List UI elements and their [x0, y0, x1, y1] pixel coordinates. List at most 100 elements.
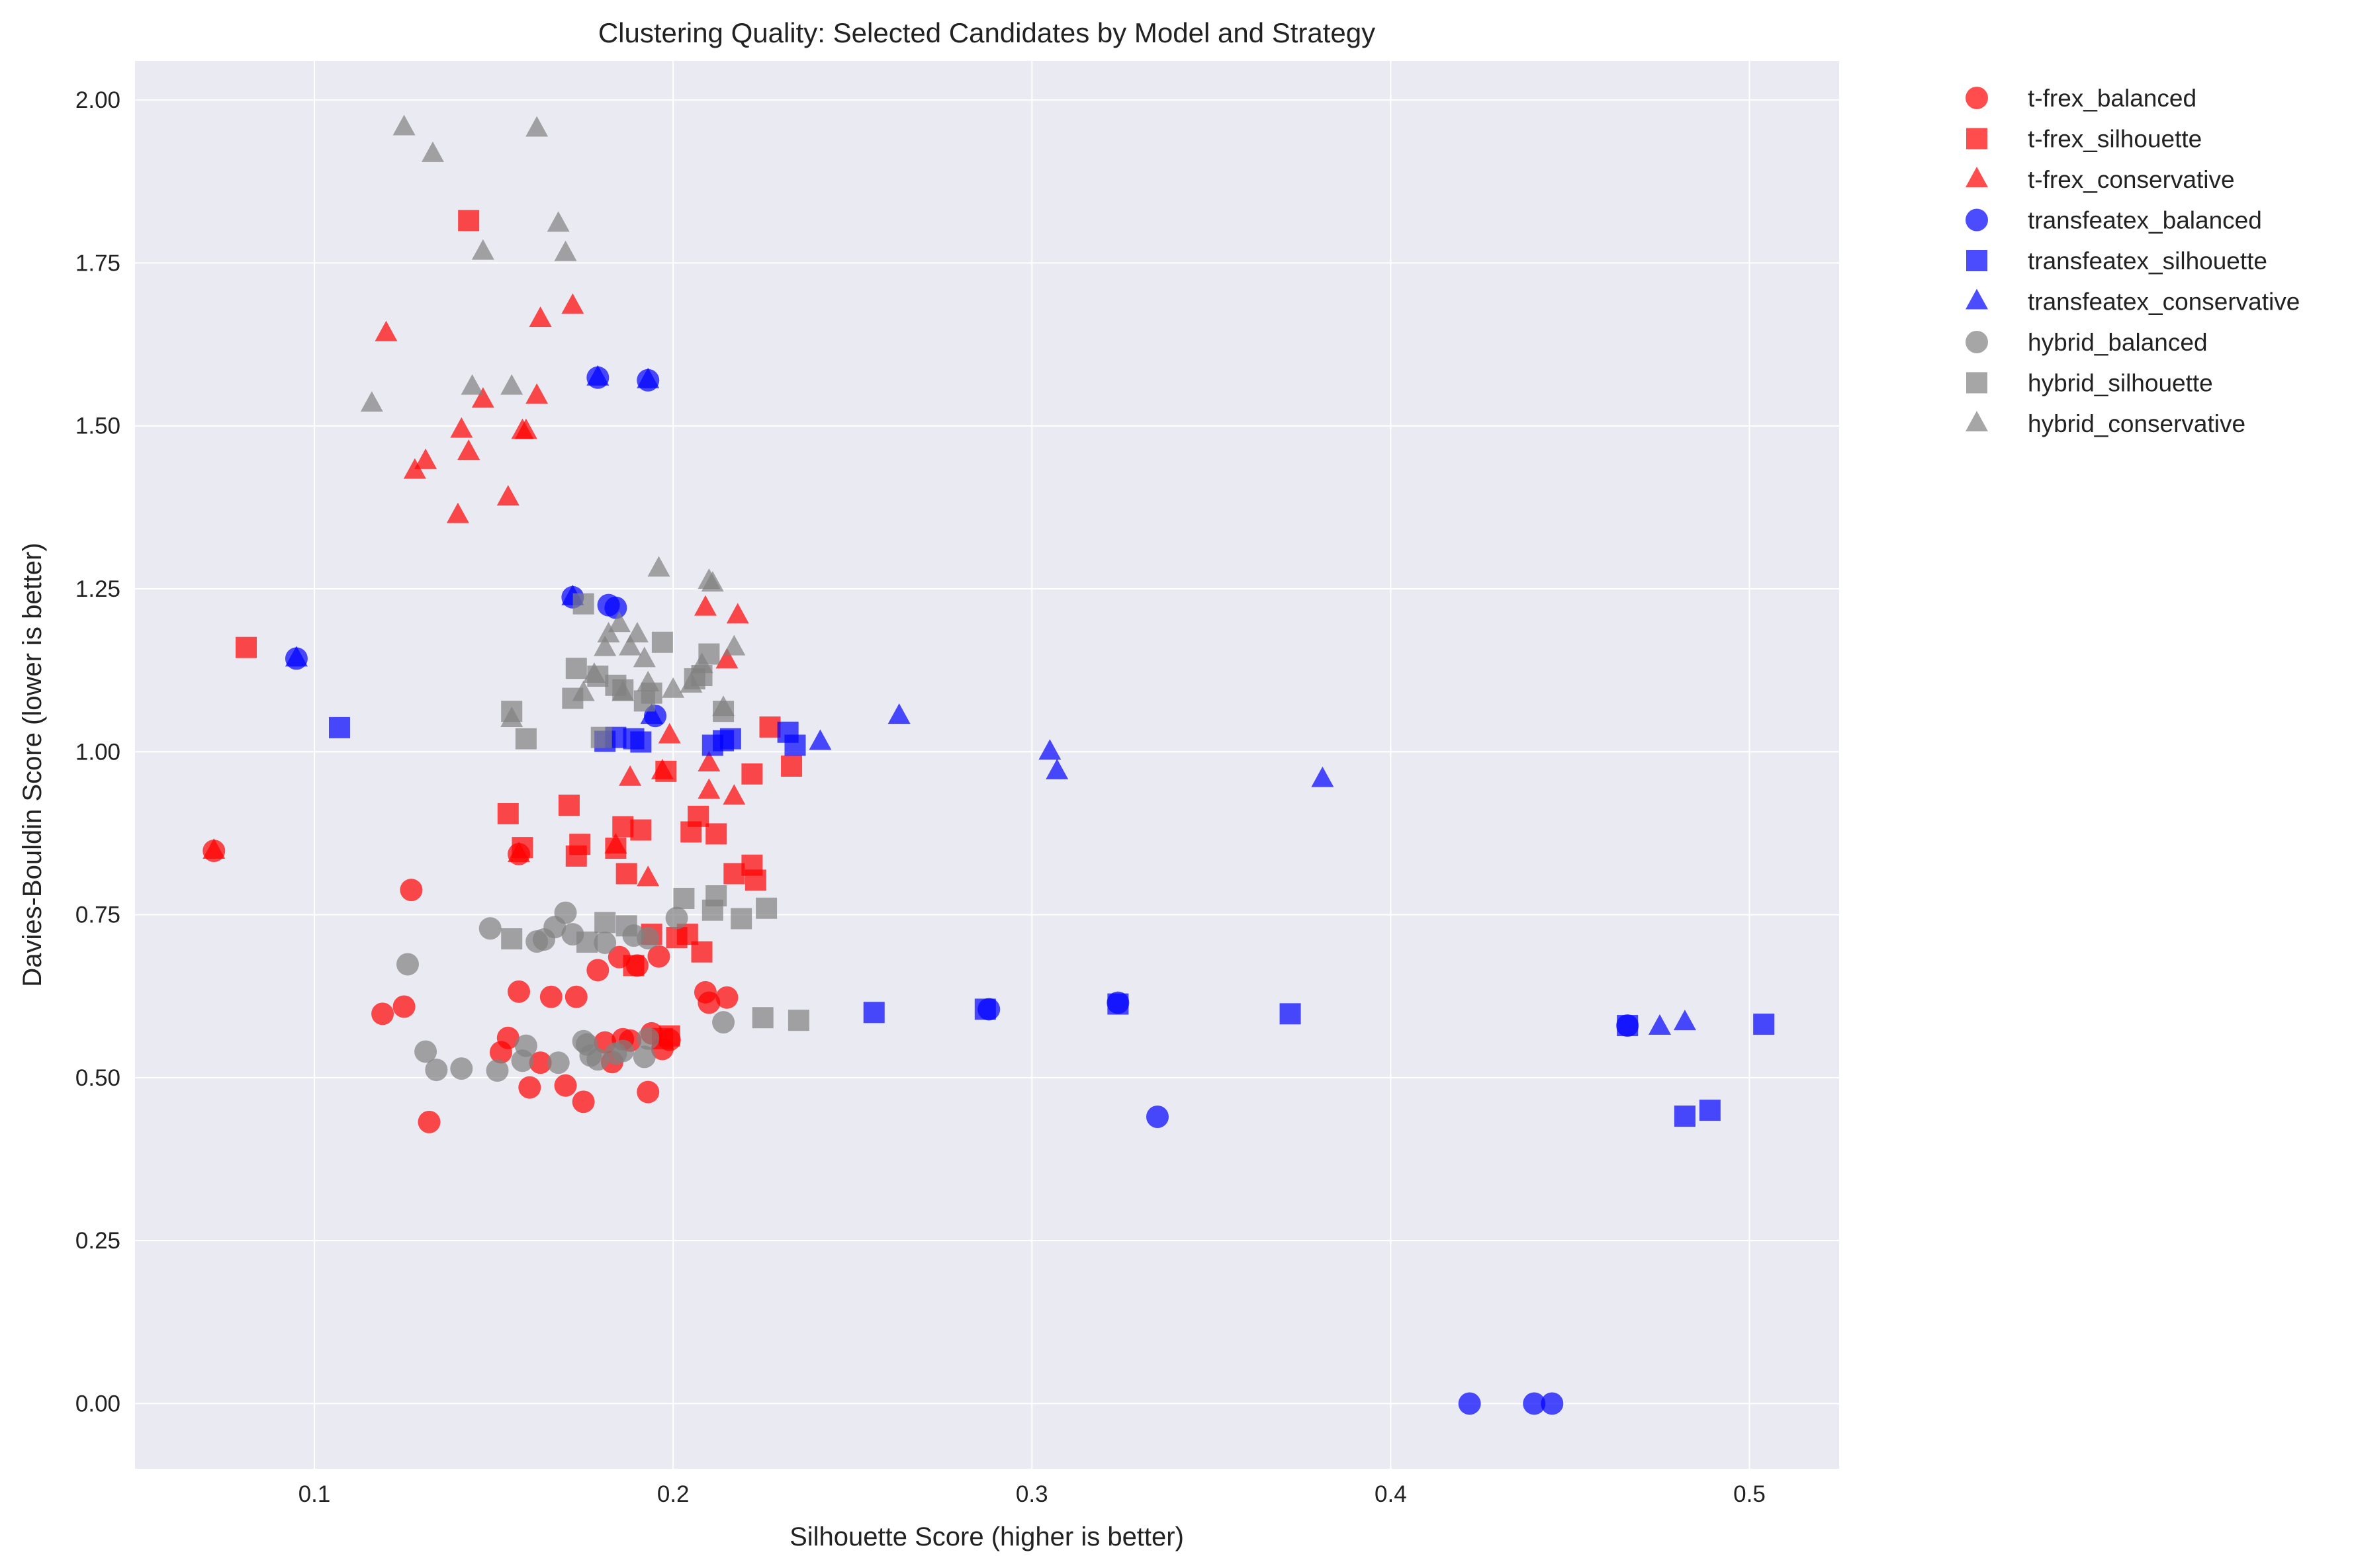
data-point-hybrid_balanced — [637, 1027, 660, 1050]
data-point-transfeatex_conservative — [1311, 766, 1334, 787]
y-axis-label: Davies-Bouldin Score (lower is better) — [18, 543, 47, 986]
legend-label: t-frex_silhouette — [2028, 126, 2202, 153]
data-point-hybrid_balanced — [611, 1039, 635, 1063]
data-point-t-frex_silhouette — [745, 869, 766, 891]
x-axis-ticks: 0.1 0.2 0.3 0.4 0.5 — [298, 1481, 1766, 1507]
data-point-hybrid_silhouette — [673, 887, 695, 909]
data-point-transfeatex_conservative — [1038, 739, 1062, 760]
data-point-hybrid_conservative — [392, 114, 416, 136]
data-point-t-frex_silhouette — [236, 636, 257, 658]
data-point-t-frex_silhouette — [741, 763, 763, 785]
data-point-hybrid_balanced — [554, 901, 577, 924]
data-point-t-frex_balanced — [715, 986, 739, 1009]
data-point-transfeatex_silhouette — [1753, 1014, 1775, 1035]
y-axis-ticks: 0.00 0.25 0.50 0.75 1.00 1.25 1.50 1.75 2.00 — [75, 87, 120, 1416]
data-point-hybrid_conservative — [637, 670, 660, 691]
data-point-hybrid_conservative — [471, 239, 494, 260]
legend-marker-t-frex_silhouette — [1966, 128, 1987, 150]
data-point-transfeatex_balanced — [1458, 1392, 1481, 1415]
legend-item-t-frex_silhouette: t-frex_silhouette — [1966, 126, 2202, 153]
data-point-transfeatex_silhouette — [1699, 1100, 1721, 1121]
x-axis-label: Silhouette Score (higher is better) — [790, 1522, 1184, 1551]
data-point-t-frex_conservative — [561, 293, 584, 314]
data-point-hybrid_conservative — [619, 634, 642, 656]
data-point-transfeatex_silhouette — [1279, 1003, 1301, 1025]
y-tick-label: 0.25 — [75, 1228, 120, 1254]
data-point-hybrid_conservative — [547, 211, 570, 232]
data-point-hybrid_conservative — [690, 652, 713, 674]
data-point-hybrid_silhouette — [615, 915, 637, 937]
data-point-t-frex_balanced — [647, 945, 670, 968]
data-point-transfeatex_conservative — [586, 365, 610, 386]
data-point-transfeatex_silhouette — [1107, 993, 1129, 1015]
data-point-t-frex_balanced — [529, 1051, 552, 1074]
data-point-t-frex_balanced — [572, 1090, 595, 1113]
data-point-hybrid_conservative — [360, 391, 383, 412]
data-point-transfeatex_silhouette — [1674, 1106, 1696, 1127]
data-point-t-frex_silhouette — [630, 819, 652, 841]
data-point-t-frex_balanced — [565, 985, 588, 1008]
data-point-t-frex_conservative — [637, 865, 660, 887]
data-point-transfeatex_conservative — [637, 367, 660, 388]
data-point-transfeatex_conservative — [809, 729, 832, 750]
data-point-t-frex_balanced — [518, 1076, 541, 1099]
legend-label: hybrid_silhouette — [2028, 370, 2213, 397]
y-tick-label: 1.50 — [75, 414, 120, 439]
data-point-t-frex_balanced — [400, 879, 423, 902]
data-point-t-frex_conservative — [529, 306, 552, 327]
data-point-hybrid_balanced — [414, 1040, 437, 1063]
data-point-t-frex_silhouette — [723, 863, 745, 885]
legend-item-transfeatex_balanced: transfeatex_balanced — [1966, 207, 2262, 234]
data-point-t-frex_balanced — [508, 980, 531, 1003]
legend-item-transfeatex_silhouette: transfeatex_silhouette — [1966, 247, 2267, 275]
data-point-t-frex_conservative — [203, 838, 226, 859]
data-point-hybrid_balanced — [486, 1059, 509, 1082]
y-tick-label: 2.00 — [75, 87, 120, 113]
data-point-hybrid_balanced — [478, 917, 502, 940]
data-point-transfeatex_conservative — [887, 703, 911, 724]
y-tick-label: 1.25 — [75, 576, 120, 602]
data-point-t-frex_balanced — [371, 1002, 394, 1025]
data-point-transfeatex_conservative — [640, 703, 663, 724]
data-point-transfeatex_conservative — [1046, 758, 1069, 779]
data-point-hybrid_conservative — [633, 646, 656, 668]
data-point-hybrid_balanced — [396, 953, 419, 976]
data-point-t-frex_balanced — [496, 1026, 520, 1049]
data-point-hybrid_balanced — [450, 1057, 473, 1080]
x-tick-label: 0.2 — [657, 1481, 690, 1507]
data-point-t-frex_silhouette — [781, 755, 803, 777]
y-tick-label: 0.50 — [75, 1065, 120, 1091]
data-point-hybrid_silhouette — [788, 1010, 809, 1031]
legend-marker-transfeatex_balanced — [1966, 208, 1988, 232]
legend-label: hybrid_balanced — [2028, 329, 2208, 356]
data-point-transfeatex_balanced — [1146, 1106, 1169, 1128]
data-point-t-frex_conservative — [375, 320, 398, 341]
legend-label: transfeatex_balanced — [2028, 207, 2262, 234]
data-point-t-frex_conservative — [723, 784, 746, 805]
y-tick-label: 1.00 — [75, 739, 120, 765]
data-point-hybrid_silhouette — [752, 1007, 774, 1029]
data-point-hybrid_balanced — [425, 1059, 448, 1082]
data-point-t-frex_silhouette — [558, 795, 580, 816]
data-point-t-frex_conservative — [457, 439, 480, 460]
data-point-t-frex_conservative — [715, 648, 739, 669]
data-point-t-frex_balanced — [554, 1074, 577, 1097]
data-point-t-frex_silhouette — [458, 210, 480, 232]
data-point-t-frex_silhouette — [688, 805, 709, 827]
data-point-t-frex_conservative — [694, 595, 717, 616]
data-point-t-frex_conservative — [525, 383, 549, 404]
data-point-hybrid_balanced — [586, 1048, 610, 1071]
legend-label: transfeatex_silhouette — [2028, 247, 2267, 275]
data-point-hybrid_conservative — [662, 677, 685, 698]
x-tick-label: 0.4 — [1375, 1481, 1407, 1507]
legend: t-frex_balanced t-frex_silhouette t-frex_c… — [1966, 85, 2300, 437]
data-point-hybrid_conservative — [723, 634, 746, 656]
legend-marker-t-frex_balanced — [1966, 87, 1988, 109]
data-point-hybrid_conservative — [597, 621, 620, 642]
data-point-t-frex_conservative — [604, 833, 627, 854]
data-point-t-frex_conservative — [471, 387, 494, 408]
data-point-hybrid_silhouette — [590, 726, 612, 748]
data-point-hybrid_conservative — [594, 635, 617, 656]
legend-marker-hybrid_conservative — [1966, 411, 1988, 431]
data-point-hybrid_balanced — [665, 906, 688, 930]
